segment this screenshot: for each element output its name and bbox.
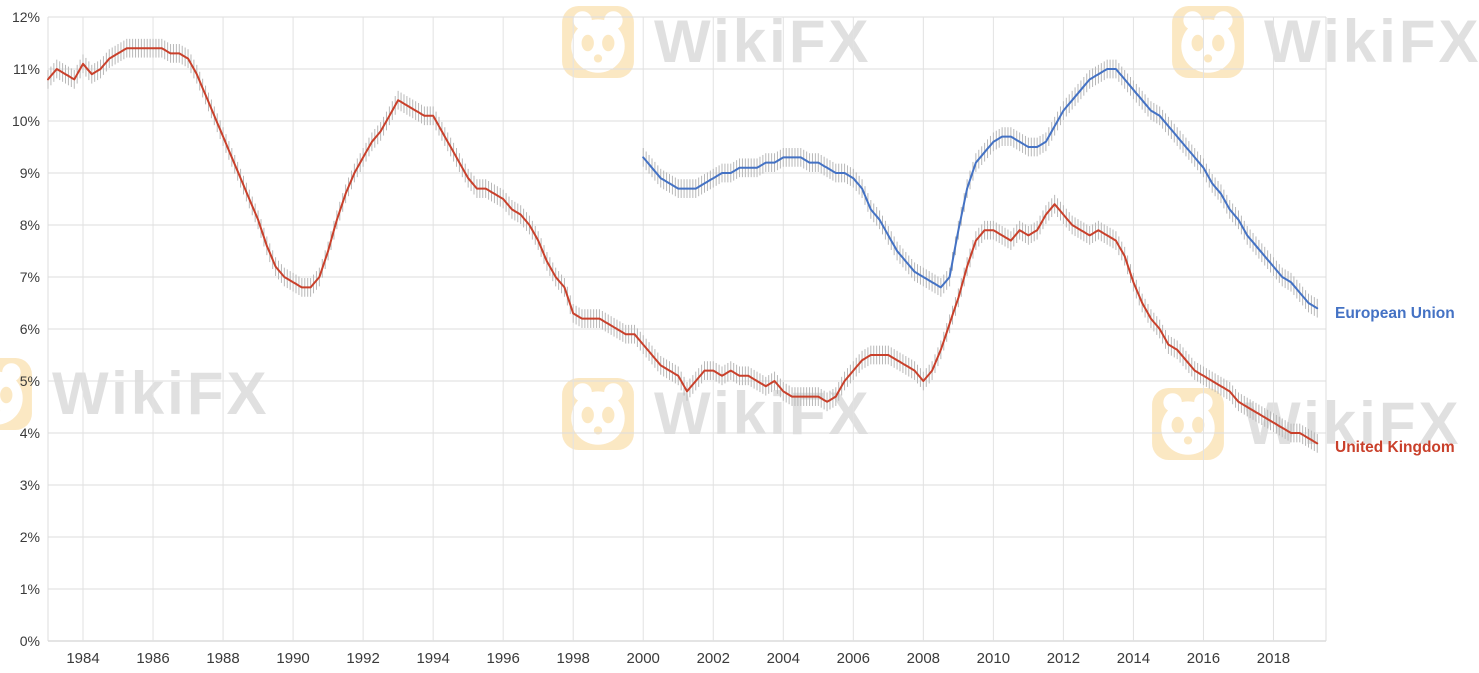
svg-text:1988: 1988: [206, 650, 239, 667]
svg-text:8%: 8%: [20, 217, 40, 233]
svg-text:3%: 3%: [20, 477, 40, 493]
svg-text:2014: 2014: [1117, 650, 1150, 667]
svg-text:1986: 1986: [136, 650, 169, 667]
legend-united-kingdom: United Kingdom: [1335, 439, 1455, 456]
svg-text:2010: 2010: [977, 650, 1010, 667]
svg-text:2002: 2002: [697, 650, 730, 667]
svg-text:5%: 5%: [20, 373, 40, 389]
svg-text:9%: 9%: [20, 165, 40, 181]
svg-text:4%: 4%: [20, 425, 40, 441]
svg-text:2006: 2006: [837, 650, 870, 667]
svg-text:1%: 1%: [20, 581, 40, 597]
svg-text:2000: 2000: [627, 650, 660, 667]
svg-text:2004: 2004: [767, 650, 800, 667]
svg-text:2008: 2008: [907, 650, 940, 667]
svg-text:12%: 12%: [12, 9, 40, 25]
legend-european-union: European Union: [1335, 305, 1455, 322]
svg-text:7%: 7%: [20, 269, 40, 285]
svg-text:2012: 2012: [1047, 650, 1080, 667]
svg-text:1998: 1998: [557, 650, 590, 667]
svg-text:2%: 2%: [20, 529, 40, 545]
svg-text:6%: 6%: [20, 321, 40, 337]
svg-text:1996: 1996: [486, 650, 519, 667]
svg-text:1984: 1984: [66, 650, 99, 667]
svg-text:1994: 1994: [416, 650, 449, 667]
svg-text:10%: 10%: [12, 113, 40, 129]
svg-text:11%: 11%: [13, 61, 40, 77]
svg-text:1992: 1992: [346, 650, 379, 667]
svg-text:0%: 0%: [20, 633, 40, 649]
svg-text:2016: 2016: [1187, 650, 1220, 667]
svg-text:1990: 1990: [276, 650, 309, 667]
svg-text:2018: 2018: [1257, 650, 1290, 667]
